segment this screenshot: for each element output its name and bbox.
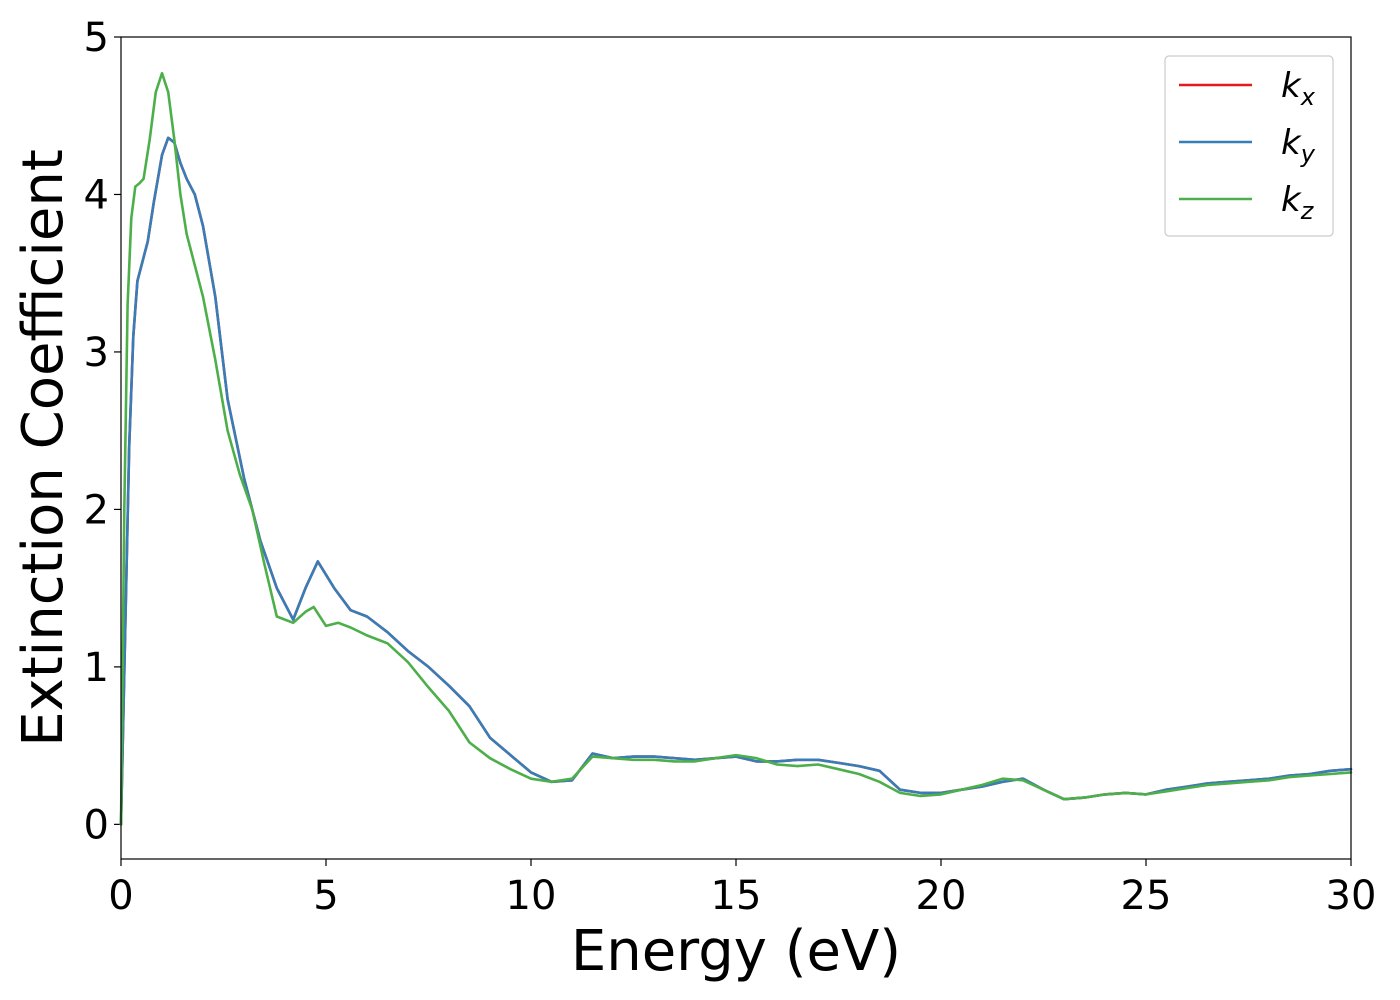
x-tick-label: 30 [1326,873,1377,919]
series-line-kz [119,71,1353,826]
x-tick-label: 10 [506,873,557,919]
y-tick-label: 0 [84,802,109,848]
legend-box [1164,55,1334,237]
x-axis: 0 5 10 15 20 25 30 [108,859,1376,919]
y-tick-label: 5 [84,15,109,61]
y-axis-label: Extinction Coefficient [11,149,76,747]
y-tick-label: 4 [84,172,109,218]
y-tick-label: 3 [84,330,109,376]
x-tick-label: 25 [1121,873,1172,919]
plot-frame [120,36,1352,860]
y-axis: 0 1 2 3 4 5 [84,15,121,848]
y-tick-label: 1 [84,645,109,691]
x-tick-label: 0 [108,873,133,919]
x-axis-label: Energy (eV) [571,919,901,984]
x-tick-label: 15 [711,873,762,919]
plot-lines [119,71,1353,826]
x-tick-label: 20 [916,873,967,919]
y-tick-label: 2 [84,487,109,533]
x-tick-label: 5 [313,873,338,919]
